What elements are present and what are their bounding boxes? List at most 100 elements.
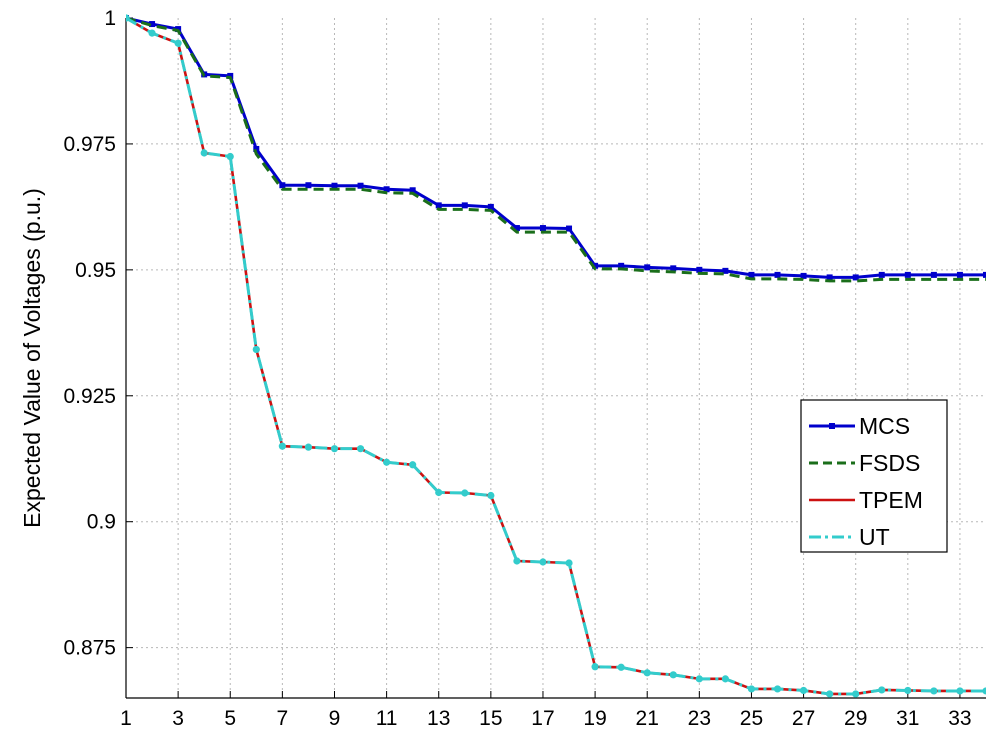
point-mcs [305,182,312,189]
point-mcs [227,72,234,79]
x-tick-label: 13 [427,707,450,730]
x-tick-label: 29 [844,707,867,730]
point-ut [799,686,808,695]
x-tick-label: 11 [376,707,398,730]
point-ut [826,690,834,698]
point-mcs [644,264,651,271]
legend-label-mcs: MCS [859,413,910,439]
point-mcs [670,265,677,272]
point-mcs [409,187,416,194]
point-mcs [852,274,859,281]
y-tick-label: 1 [104,7,116,30]
point-mcs [722,267,729,274]
point-ut [565,559,573,567]
series-line-fsds [126,16,986,283]
grid-lines [126,18,986,698]
x-tick-label: 33 [948,707,971,730]
point-mcs [956,271,963,278]
point-mcs [487,203,494,210]
point-mcs [149,21,156,28]
point-ut [982,687,986,695]
point-mcs [618,262,625,269]
y-tick-labels: 0.875 0.9 0.925 0.95 0.975 1 [63,7,116,660]
legend-marker-mcs [829,423,835,429]
point-ut [435,488,443,497]
y-tick-label: 0.925 [63,385,116,408]
y-tick-label: 0.95 [75,259,116,282]
point-ut [487,491,495,500]
point-mcs [983,271,986,278]
series-clip-group [126,14,986,698]
point-mcs [566,225,573,232]
point-ut [148,29,156,37]
point-ut [930,687,938,695]
point-mcs [357,182,364,189]
point-ut [278,442,286,450]
point-ut [773,685,782,693]
point-ut [852,690,860,698]
point-ut [539,558,547,566]
legend-label-ut: UT [859,524,890,550]
legend-label-tpem: TPEM [859,487,923,513]
point-ut [383,458,391,466]
x-tick-label: 5 [224,707,236,730]
point-mcs [904,271,911,278]
point-mcs [800,272,807,279]
y-tick-label: 0.9 [87,511,116,534]
point-mcs [539,225,546,232]
point-mcs [383,186,390,193]
point-mcs [435,202,442,209]
point-ut [356,445,365,453]
point-mcs [930,271,937,278]
point-ut [643,669,651,677]
x-tick-label: 31 [896,707,919,730]
x-tick-label: 15 [479,707,502,730]
point-ut [330,445,339,453]
point-ut [956,687,964,695]
x-tick-label: 19 [583,707,606,730]
x-tick-label: 23 [688,707,711,730]
point-mcs [461,202,468,209]
point-mcs [878,271,885,278]
point-mcs [331,182,338,189]
point-ut [409,461,417,469]
point-ut [200,149,208,157]
point-mcs [696,266,703,273]
point-ut [669,671,677,679]
series-group [126,14,986,698]
x-tick-labels: 1 3 5 7 9 11 13 15 17 19 21 23 25 27 29 31 33 [120,707,971,730]
y-tick-label: 0.875 [63,637,116,660]
x-tick-label: 27 [792,707,815,730]
point-ut [878,686,886,694]
point-ut [252,345,260,354]
series-line-mcs [126,16,986,279]
x-tick-label: 17 [531,707,554,730]
x-tick-label: 3 [172,707,184,730]
x-tick-label: 9 [329,707,341,730]
point-mcs [253,145,260,152]
point-ut [617,663,625,671]
point-ut [461,489,469,497]
point-ut [747,685,756,693]
x-tick-label: 21 [636,707,659,730]
point-ut [695,675,703,683]
point-mcs [774,271,781,278]
x-tick-label: 25 [740,707,763,730]
legend-label-fsds: FSDS [859,450,920,476]
point-ut [304,443,313,451]
y-axis-label: Expected Value of Voltages (p.u.) [19,188,45,528]
point-ut [126,14,130,22]
y-tick-label: 0.975 [63,133,116,156]
point-mcs [592,262,599,269]
point-ut [591,663,599,671]
point-ut [226,152,234,161]
point-ut [904,686,912,695]
point-mcs [513,225,520,232]
x-tick-label: 7 [277,707,289,730]
series-line-ut [126,16,986,696]
point-ut [721,675,729,683]
point-mcs [748,271,755,278]
point-mcs [826,274,833,281]
point-mcs [279,182,286,189]
legend: MCS FSDS TPEM UT [800,399,948,553]
